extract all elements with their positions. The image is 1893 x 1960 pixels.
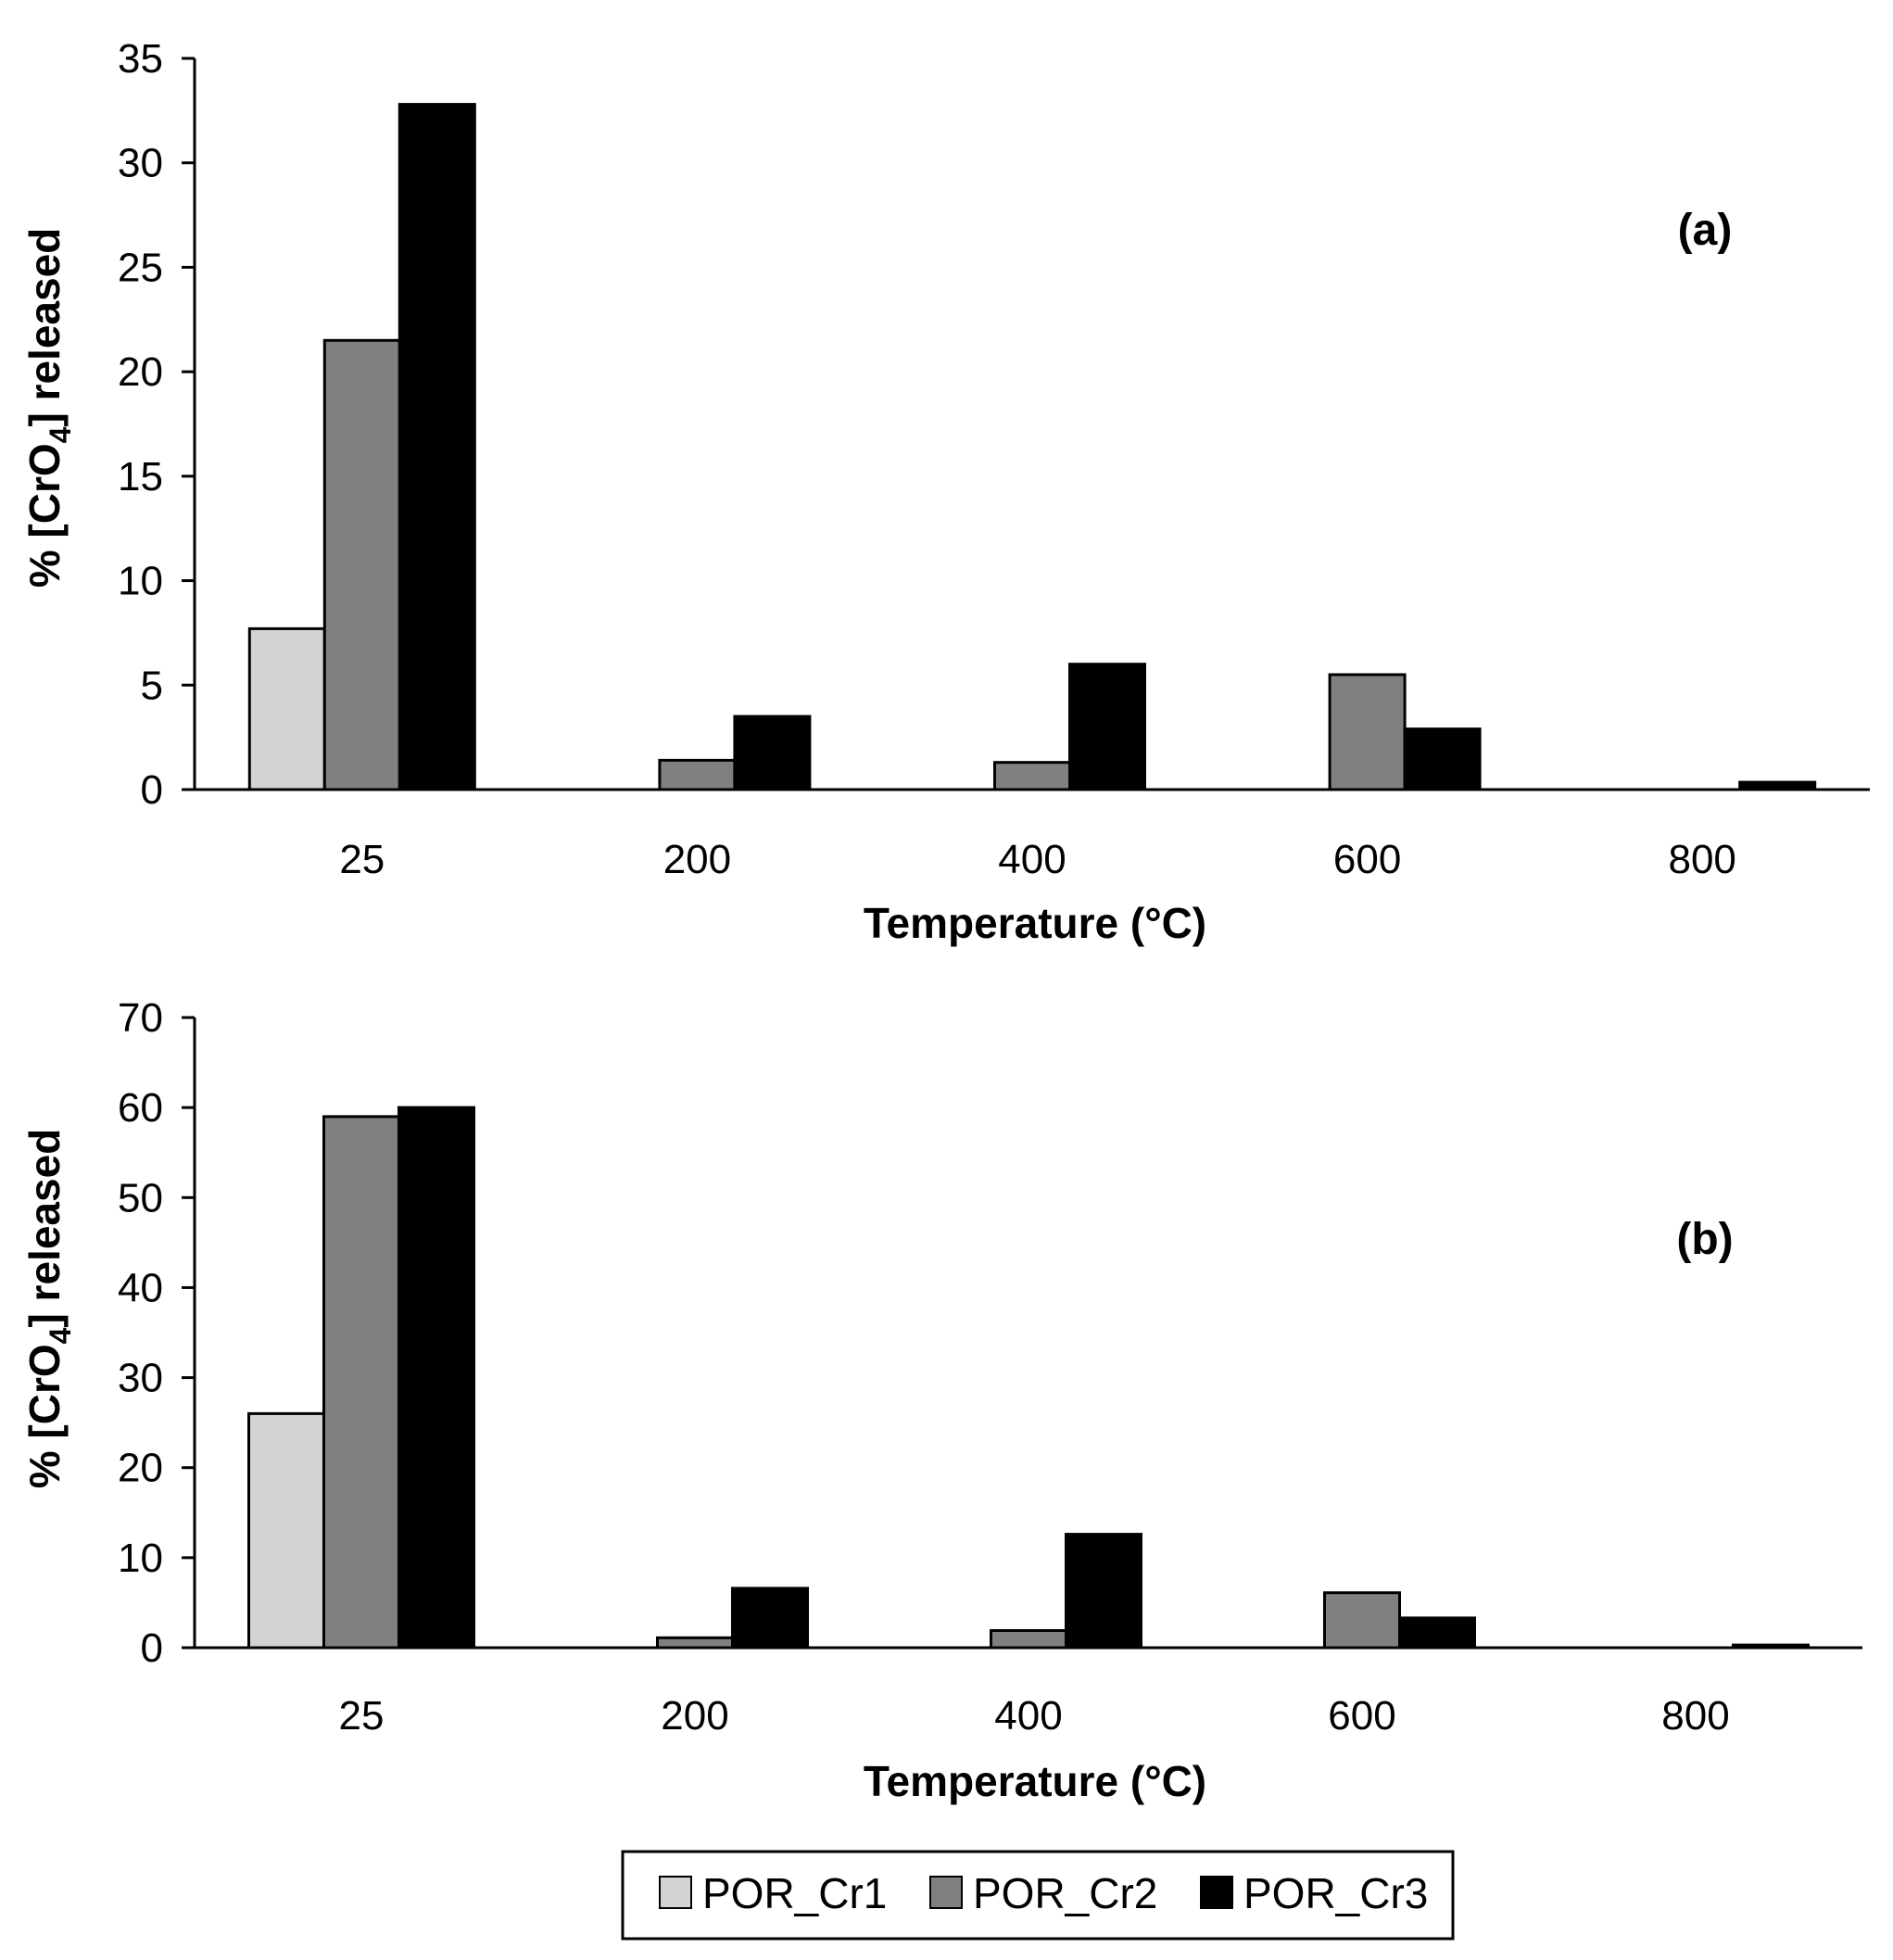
y-tick-label-b-10: 10	[118, 1536, 163, 1581]
x-ticks-a: 25 200 400 600 800	[339, 837, 1736, 882]
bars-group-a	[247, 103, 1817, 791]
y-tick-label-a-15: 15	[118, 454, 163, 499]
bar-a-por-cr2-200	[658, 758, 737, 791]
axes-b	[193, 1018, 1862, 1650]
x-ticks-b: 25 200 400 600 800	[339, 1693, 1730, 1739]
x-tick-label-b-200: 200	[661, 1693, 728, 1739]
x-tick-label-a-400: 400	[998, 837, 1066, 882]
y-tick-label-a-30: 30	[118, 141, 163, 186]
y-tick-label-b-30: 30	[118, 1356, 163, 1401]
axes-a	[193, 58, 1870, 791]
bar-b-por-cr3-25	[398, 1106, 475, 1650]
legend-label-por-cr2: POR_Cr2	[973, 1869, 1157, 1917]
panel-label-b: (b)	[1676, 1215, 1733, 1264]
x-tick-label-b-25: 25	[339, 1693, 385, 1739]
y-tick-label-b-20: 20	[118, 1446, 163, 1491]
panel-label-a: (a)	[1678, 206, 1733, 255]
x-tick-label-a-25: 25	[339, 837, 385, 882]
y-tick-label-b-70: 70	[118, 995, 163, 1041]
legend: POR_Cr1 POR_Cr2 POR_Cr3	[621, 1850, 1455, 1941]
y-tick-label-a-35: 35	[118, 36, 163, 82]
bar-a-por-cr3-600	[1403, 727, 1482, 791]
y-axis-label-a-subscript: 4	[44, 426, 77, 443]
y-ticks-a: 0 5 10 15 20 25 30 35	[118, 36, 195, 813]
bar-b-por-cr2-600	[1323, 1591, 1401, 1650]
y-axis-label-b-subscript: 4	[44, 1327, 77, 1344]
chart-panel-b: 0 10 20 30 40 50 60 70 25 200 400 600 800 Temperatu…	[20, 995, 1862, 1805]
y-tick-label-a-25: 25	[118, 245, 163, 290]
bar-a-por-cr2-600	[1328, 673, 1407, 791]
bar-b-por-cr2-25	[322, 1115, 400, 1650]
y-axis-label-a: % [CrO4] released	[20, 228, 77, 588]
y-tick-label-a-0: 0	[141, 767, 163, 813]
bar-a-por-cr3-200	[733, 714, 812, 791]
y-tick-label-b-50: 50	[118, 1175, 163, 1220]
legend-swatch-por-cr1	[659, 1876, 692, 1909]
bar-b-por-cr3-600	[1398, 1616, 1476, 1650]
y-tick-label-a-10: 10	[118, 559, 163, 604]
bar-b-por-cr3-200	[731, 1587, 809, 1650]
bars-group-b	[247, 1106, 1810, 1650]
y-tick-label-a-5: 5	[141, 663, 163, 708]
x-axis-label-a: Temperature (°C)	[864, 899, 1206, 947]
legend-swatch-por-cr2	[929, 1876, 963, 1909]
x-tick-label-b-800: 800	[1661, 1693, 1729, 1739]
y-tick-label-b-40: 40	[118, 1265, 163, 1310]
legend-swatch-por-cr3	[1200, 1876, 1233, 1909]
legend-label-por-cr1: POR_Cr1	[702, 1869, 887, 1917]
bar-b-por-cr3-400	[1065, 1533, 1142, 1650]
y-axis-label-a-suffix: ] released	[20, 228, 69, 427]
x-tick-label-b-600: 600	[1328, 1693, 1395, 1739]
bar-b-por-cr1-25	[247, 1411, 325, 1650]
x-tick-label-a-600: 600	[1333, 837, 1401, 882]
y-tick-label-a-20: 20	[118, 349, 163, 395]
bar-b-por-cr2-200	[656, 1636, 734, 1650]
x-axis-label-b: Temperature (°C)	[864, 1757, 1206, 1805]
y-axis-label-b-prefix: % [CrO	[20, 1344, 69, 1488]
bar-a-por-cr2-400	[993, 761, 1071, 791]
x-tick-label-b-400: 400	[994, 1693, 1062, 1739]
x-tick-label-a-200: 200	[663, 837, 731, 882]
legend-frame	[621, 1850, 1455, 1941]
y-axis-label-a-prefix: % [CrO	[20, 443, 69, 588]
bar-b-por-cr2-400	[990, 1629, 1067, 1650]
bar-a-por-cr3-25	[398, 103, 476, 791]
bar-a-por-cr1-25	[247, 626, 326, 791]
x-tick-label-a-800: 800	[1668, 837, 1735, 882]
y-axis-label-b-suffix: ] released	[20, 1129, 69, 1328]
bar-a-por-cr2-25	[322, 338, 401, 791]
bar-a-por-cr3-400	[1068, 663, 1146, 791]
y-tick-label-b-60: 60	[118, 1085, 163, 1131]
y-ticks-b: 0 10 20 30 40 50 60 70	[118, 995, 195, 1671]
chart-panel-a: 0 5 10 15 20 25 30 35 25 200 400 600 800 Temperatur…	[20, 36, 1870, 947]
y-tick-label-b-0: 0	[141, 1625, 163, 1671]
y-axis-label-b: % [CrO4] released	[20, 1129, 77, 1489]
legend-label-por-cr3: POR_Cr3	[1243, 1869, 1428, 1917]
